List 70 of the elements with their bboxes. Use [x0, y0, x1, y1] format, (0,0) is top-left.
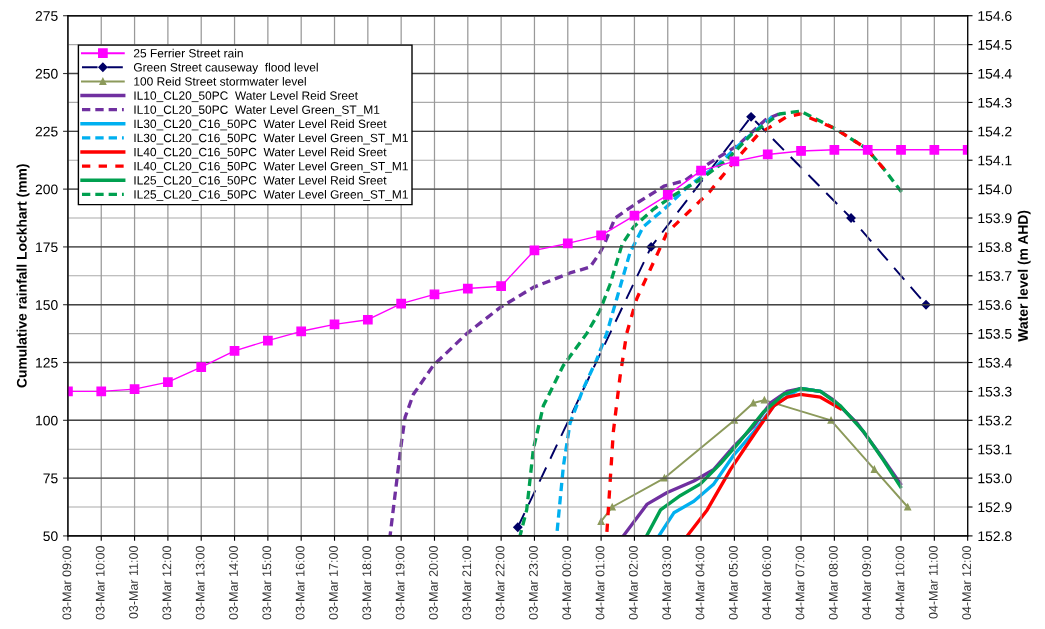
x-tick-label: 03-Mar 09:00: [62, 546, 72, 620]
x-tick-label: 03-Mar 21:00: [462, 546, 472, 620]
x-tick-label: 03-Mar 20:00: [428, 546, 438, 620]
legend-label: IL30_CL20_C16_50PC Water Level Green_ST_M1: [134, 133, 408, 145]
x-tick-label: 03-Mar 10:00: [95, 546, 105, 620]
x-tick-label: 03-Mar 11:00: [129, 546, 138, 619]
x-tick-label: 04-Mar 02:00: [628, 546, 638, 620]
legend-label: Green Street causeway flood level: [133, 62, 318, 74]
y-tick-label: 125: [36, 357, 58, 368]
x-tick-label: 03-Mar 15:00: [262, 546, 272, 620]
x-tick-label: 03-Mar 22:00: [495, 546, 505, 620]
y2-tick-label: 153.4: [978, 357, 1012, 368]
y-axis-title: Cumulative rainfall Lockhart (mm): [16, 164, 30, 388]
y-tick-label: 100: [36, 415, 58, 426]
legend-label: IL40_CL20_C16_50PC Water Level Green_ST_M1: [134, 161, 408, 173]
y2-tick-label: 153.0: [978, 473, 1012, 484]
legend-label: IL10_CL20_50PC Water Level Green_ST_M1: [134, 105, 380, 117]
y2-tick-label: 153.6: [978, 300, 1012, 310]
y2-tick-label: 154.6: [978, 11, 1012, 21]
legend-label: IL25_CL20_C16_50PC Water Level Reid Sreet: [134, 175, 387, 187]
y2-tick-label: 153.9: [978, 213, 1012, 224]
x-tick-label: 03-Mar 23:00: [528, 546, 538, 620]
x-tick-label: 04-Mar 12:00: [962, 546, 972, 620]
y2-tick-label: 153.1: [978, 444, 1012, 455]
y2-tick-label: 153.5: [978, 328, 1012, 339]
x-tick-label: 03-Mar 14:00: [229, 546, 238, 620]
legend-label: 100 Reid Street stormwater level: [134, 76, 306, 86]
y2-tick-label: 153.8: [978, 242, 1012, 253]
x-tick-label: 03-Mar 19:00: [395, 546, 405, 620]
legend-label: IL30_CL20_C16_50PC Water Level Reid Sreet: [134, 119, 387, 131]
y2-tick-label: 153.2: [978, 415, 1012, 426]
y-tick-label: 250: [35, 68, 58, 79]
x-tick-label: 04-Mar 01:00: [595, 546, 605, 620]
y2-tick-label: 154.3: [978, 97, 1012, 108]
x-tick-label: 04-Mar 08:00: [828, 546, 838, 620]
y2-axis-title: Water level (m AHD): [1017, 210, 1031, 342]
y-tick-label: 175: [36, 242, 58, 253]
legend-label: IL10_CL20_50PC Water Level Reid Sreet: [134, 91, 358, 103]
y2-tick-label: 154.4: [978, 69, 1012, 79]
legend-label: 25 Ferrier Street rain: [133, 48, 243, 58]
x-tick-label: 04-Mar 04:00: [695, 546, 705, 620]
y-tick-label: 200: [35, 184, 58, 195]
x-tick-label: 04-Mar 00:00: [562, 546, 572, 620]
x-tick-label: 04-Mar 06:00: [762, 546, 772, 620]
y-tick-label: 75: [43, 473, 58, 484]
y2-tick-label: 154.2: [978, 126, 1012, 137]
x-tick-label: 03-Mar 12:00: [162, 546, 172, 620]
x-tick-label: 03-Mar 13:00: [195, 546, 205, 620]
x-tick-label: 04-Mar 07:00: [795, 546, 805, 620]
y2-tick-label: 152.9: [978, 502, 1012, 513]
legend-label: IL40_CL20_C16_50PC Water Level Reid Sreet: [134, 147, 387, 159]
y2-tick-label: 154.5: [978, 40, 1012, 50]
y-tick-label: 275: [35, 11, 58, 21]
x-tick-label: 03-Mar 16:00: [295, 546, 305, 620]
y2-tick-label: 152.8: [978, 531, 1012, 542]
x-tick-label: 04-Mar 05:00: [728, 546, 738, 620]
y2-tick-label: 153.7: [978, 271, 1012, 281]
x-tick-label: 03-Mar 18:00: [362, 546, 372, 620]
x-tick-label: 04-Mar 11:00: [928, 546, 938, 619]
y-tick-label: 225: [35, 126, 58, 137]
y-tick-label: 50: [43, 531, 58, 542]
y2-tick-label: 153.3: [978, 386, 1012, 397]
x-tick-label: 04-Mar 10:00: [895, 546, 905, 620]
y2-tick-label: 154.1: [978, 155, 1012, 166]
y2-tick-label: 154.0: [978, 184, 1012, 195]
legend-label: IL25_CL20_C16_50PC Water Level Green_ST_M1: [134, 189, 408, 201]
y-tick-label: 150: [36, 300, 58, 310]
x-tick-label: 03-Mar 17:00: [329, 546, 338, 620]
x-tick-label: 04-Mar 03:00: [662, 546, 672, 620]
x-tick-label: 04-Mar 09:00: [862, 546, 872, 620]
